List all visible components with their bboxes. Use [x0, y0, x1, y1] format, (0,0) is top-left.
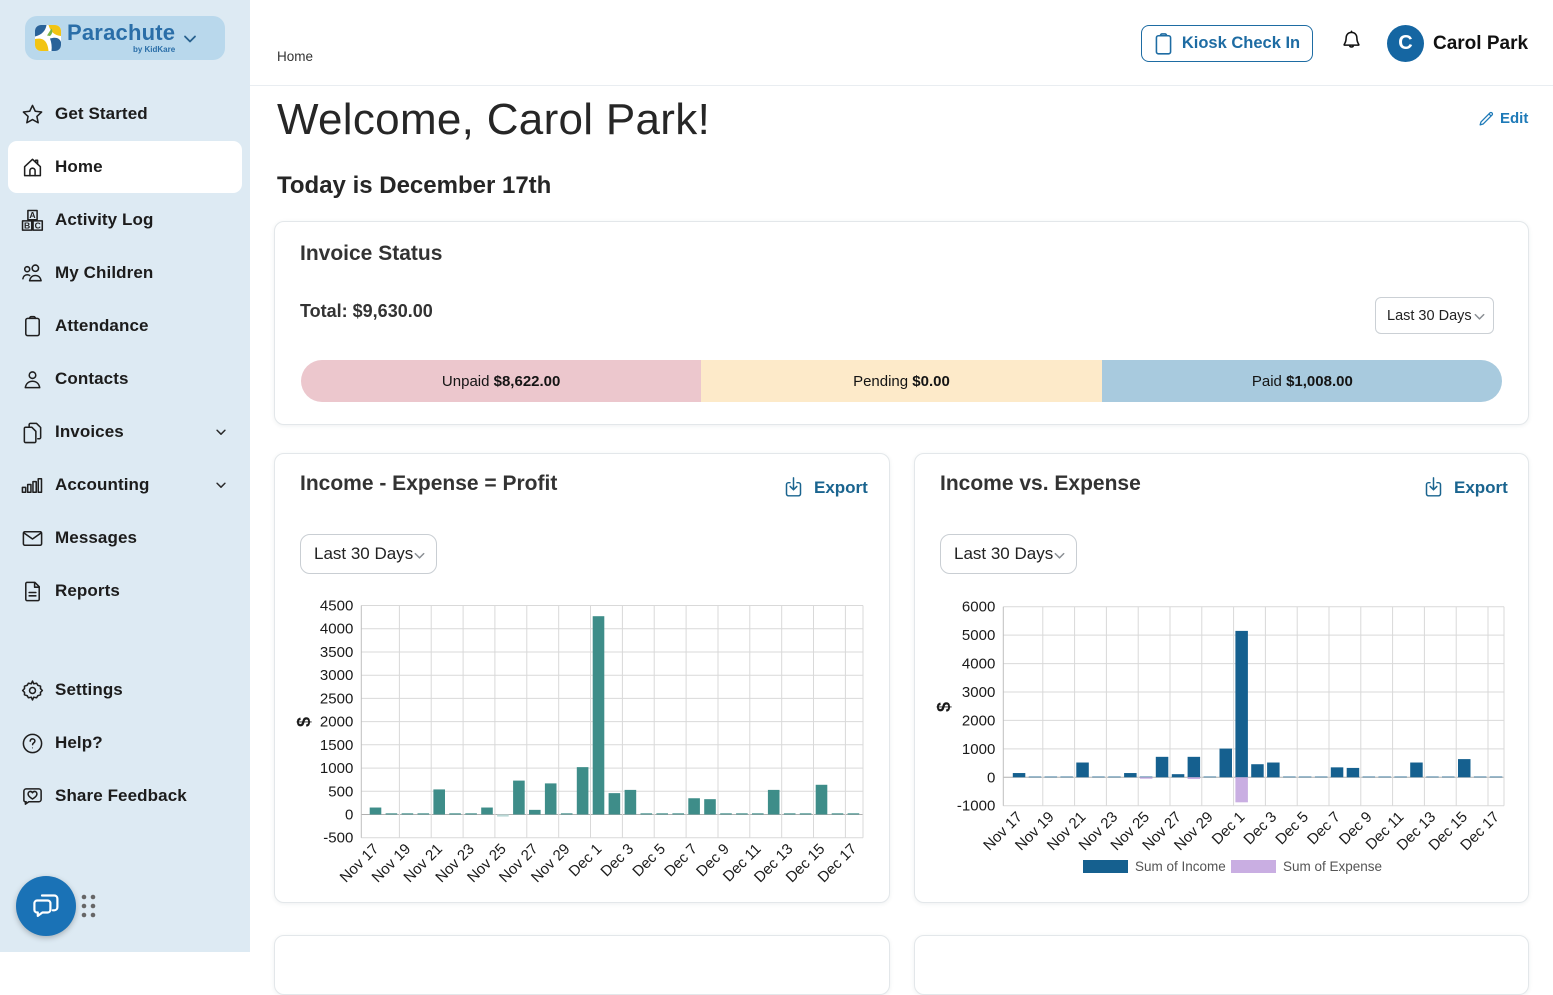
svg-text:Sum of Expense: Sum of Expense	[1283, 859, 1382, 874]
svg-text:4500: 4500	[320, 598, 353, 615]
svg-text:3000: 3000	[962, 684, 995, 701]
svg-text:Dec 5: Dec 5	[1272, 809, 1312, 849]
svg-text:4000: 4000	[320, 621, 353, 638]
svg-text:Dec 1: Dec 1	[1209, 809, 1249, 849]
svg-text:Dec 1: Dec 1	[566, 841, 606, 881]
svg-text:Dec 7: Dec 7	[1304, 809, 1344, 849]
svg-text:-500: -500	[323, 830, 353, 847]
svg-text:Dec 3: Dec 3	[1240, 809, 1280, 849]
svg-text:$: $	[934, 702, 954, 712]
svg-text:Dec 5: Dec 5	[629, 841, 669, 881]
svg-text:1500: 1500	[320, 737, 353, 754]
svg-text:3000: 3000	[320, 667, 353, 684]
svg-text:2000: 2000	[962, 712, 995, 729]
svg-text:C: C	[34, 220, 40, 230]
svg-text:0: 0	[345, 807, 353, 824]
svg-text:1000: 1000	[320, 760, 353, 777]
svg-text:2500: 2500	[320, 690, 353, 707]
svg-text:1000: 1000	[962, 741, 995, 758]
svg-text:3500: 3500	[320, 644, 353, 661]
svg-text:Dec 7: Dec 7	[661, 841, 701, 881]
svg-text:500: 500	[328, 783, 353, 800]
svg-text:$: $	[294, 717, 314, 727]
svg-text:B: B	[24, 220, 30, 230]
svg-text:2000: 2000	[320, 714, 353, 731]
svg-text:5000: 5000	[962, 627, 995, 644]
svg-text:A: A	[29, 209, 35, 219]
svg-text:-1000: -1000	[957, 798, 995, 815]
svg-text:Dec 3: Dec 3	[597, 841, 637, 881]
svg-text:4000: 4000	[962, 656, 995, 673]
svg-text:6000: 6000	[962, 599, 995, 616]
svg-text:0: 0	[987, 769, 995, 786]
svg-text:Sum of Income: Sum of Income	[1135, 859, 1226, 874]
